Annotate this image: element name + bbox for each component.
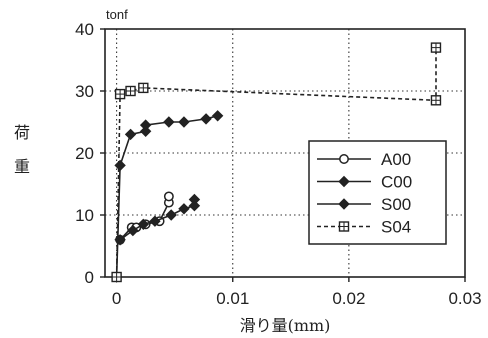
data-point-s04	[125, 85, 136, 97]
y-tick-label: 40	[75, 20, 94, 39]
legend-swatch-marker	[338, 175, 350, 188]
legend-swatch-marker	[338, 221, 350, 232]
y-axis-label-char: 重	[14, 157, 30, 176]
data-point-c00	[188, 193, 201, 206]
legend-label: S04	[381, 218, 411, 237]
data-point-a00	[163, 191, 174, 202]
data-point-s04	[114, 88, 126, 100]
legend-item-c00: C00	[317, 173, 412, 192]
grid-lines	[105, 29, 465, 277]
data-point-s04	[111, 271, 122, 283]
legend-label: C00	[381, 173, 412, 192]
x-tick-label: 0.02	[332, 289, 365, 308]
y-axis-label: 荷重	[14, 123, 30, 176]
legend-label: A00	[381, 150, 411, 169]
y-tick-label: 20	[75, 144, 94, 163]
legend: A00 C00 S00 S04	[308, 140, 447, 245]
data-point-s00	[114, 159, 126, 172]
data-point-c00	[178, 203, 190, 215]
legend-label: S00	[381, 195, 411, 214]
data-point-s00	[139, 119, 152, 131]
data-point-s00	[211, 110, 224, 122]
data-point-c00	[149, 215, 161, 227]
data-point-s00	[163, 116, 175, 128]
y-tick-label: 0	[85, 268, 94, 287]
data-point-s04	[430, 95, 442, 106]
x-axis-label: 滑り量(mm)	[240, 316, 331, 335]
data-point-c00	[137, 218, 150, 231]
y-tick-label: 30	[75, 82, 94, 101]
y-axis-label-char: 荷	[14, 123, 30, 142]
legend-swatch-marker	[338, 198, 350, 210]
x-axis-ticks: 0 0.01 0.02 0.03	[112, 277, 482, 308]
data-point-s00	[178, 116, 190, 128]
legend-frame	[308, 140, 447, 245]
data-point-c00	[188, 199, 201, 212]
legend-swatch-marker	[339, 154, 349, 164]
data-point-c00	[127, 224, 139, 237]
data-point-s00	[139, 125, 152, 138]
series-layer	[110, 42, 442, 283]
legend-item-s00: S00	[317, 195, 411, 214]
series-s04	[111, 42, 442, 283]
data-point-s04	[430, 42, 442, 53]
legend-item-s04: S04	[317, 218, 411, 237]
legend-item-a00: A00	[317, 150, 411, 169]
data-point-s00	[124, 128, 137, 141]
x-tick-label: 0	[112, 289, 121, 308]
series-c00	[114, 193, 201, 246]
x-tick-label: 0.01	[216, 289, 249, 308]
y-axis-ticks: 0 10 20 30 40	[75, 20, 105, 287]
y-axis-unit: tonf	[106, 7, 128, 22]
data-point-c00	[165, 209, 177, 221]
data-point-s04	[138, 82, 149, 94]
data-point-s00	[200, 113, 212, 125]
x-tick-label: 0.03	[448, 289, 481, 308]
y-tick-label: 10	[75, 206, 94, 225]
